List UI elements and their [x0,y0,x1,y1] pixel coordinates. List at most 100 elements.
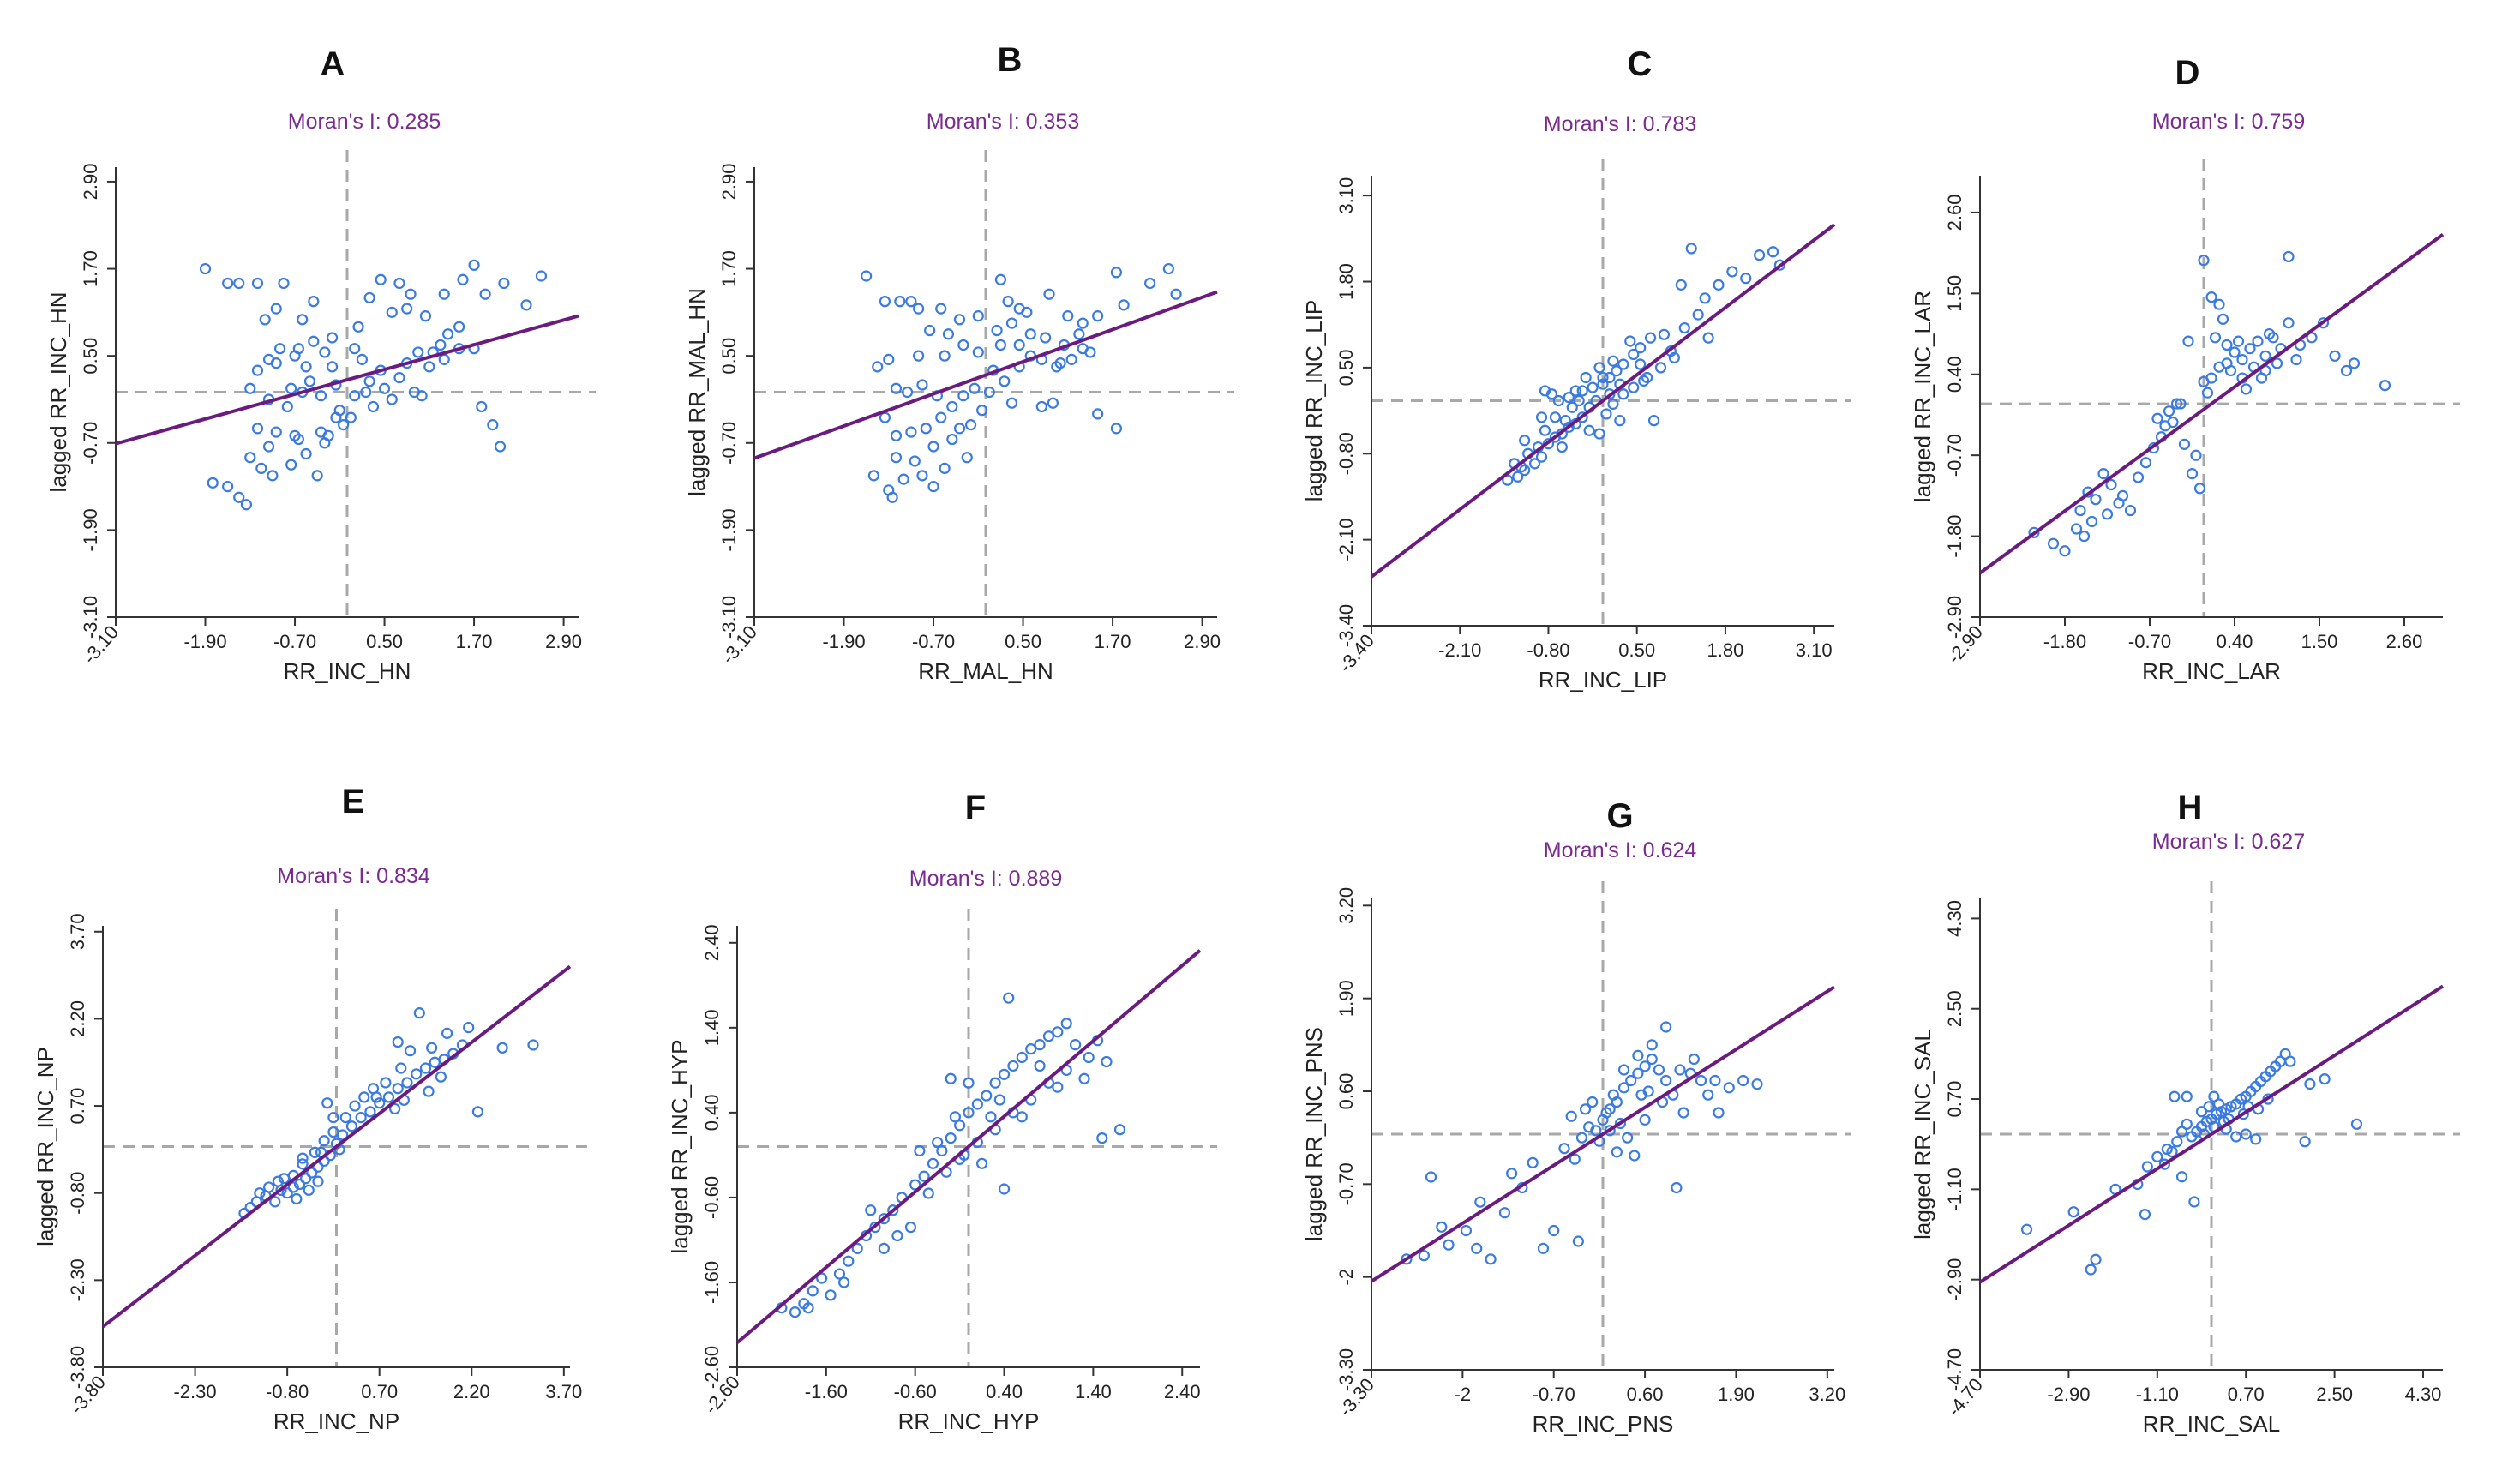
scatter-point [985,1111,997,1123]
scatter-point [927,1157,939,1169]
scatter-point [993,1094,1005,1106]
scatter-point [408,386,420,399]
scatter-point [326,332,339,344]
y-tick-label: -0.70 [1944,434,1965,477]
scatter-point [994,339,1007,351]
scatter-point [263,1181,275,1193]
scatter-point [843,1255,855,1267]
scatter-point [297,1152,309,1164]
scatter-point [879,296,891,308]
scatter-point [1583,424,1595,436]
chart-title: Moran's I: 0.627 [2152,830,2305,854]
scatter-point [918,1170,930,1182]
scatter-point [904,1221,917,1234]
scatter-point [352,321,364,333]
regression-line [115,314,579,446]
panel-b: B Moran's I: 0.353 -3.10 -1.90 -0.70 0.50 1.70… [684,41,1234,684]
scatter-point [1617,388,1629,400]
scatter-point [435,1071,447,1083]
scatter-point [1632,1067,1644,1079]
scatter-point [905,296,917,308]
scatter-point [292,433,304,446]
scatter-point [916,379,928,391]
y-axis-label: lagged RR_INC_LIP [1301,300,1327,502]
y-axis-label: lagged RR_MAL_HN [684,288,710,496]
scatter-point [1506,1168,1518,1180]
scatter-point [2139,457,2152,469]
scatter-point [1519,464,1531,477]
scatter-point [1498,1207,1511,1219]
scatter-point [386,306,398,318]
scatter-point [303,1184,315,1196]
scatter-point [1034,1039,1046,1051]
scatter-point [2229,346,2241,358]
y-tick-label: 0.40 [701,1094,723,1131]
scatter-point [1702,1089,1714,1101]
scatter-point [825,1289,837,1301]
scatter-point [1646,1039,1658,1051]
y-tick-label: 2.90 [80,164,101,201]
scatter-point [1535,411,1548,423]
x-tick-label: 3.70 [545,1381,582,1402]
y-tick-label: 0.50 [80,338,101,375]
scatter-point [2304,1078,2316,1090]
scatter-point [2175,1126,2188,1138]
scatter-point [327,1126,339,1138]
scatter-point [244,382,256,394]
chart-title: Moran's I: 0.889 [909,867,1062,891]
scatter-point [374,1097,386,1109]
scatter-point [957,390,969,402]
scatter-point [281,1187,293,1199]
panel-g: G Moran's I: 0.624 -3.30 -2 -0.70 0.60 1.90 3.2… [1301,797,1851,1437]
scatter-point [471,1106,484,1118]
scatter-point [872,361,884,373]
chart-title: Moran's I: 0.353 [927,110,1079,134]
x-tick-label: -1.10 [2136,1384,2179,1405]
scatter-point [319,346,331,358]
scatter-point [1537,1242,1550,1254]
scatter-point [269,1196,281,1208]
scatter-point [270,426,282,438]
scatter-point [1660,1021,1672,1033]
scatter-point [994,273,1007,285]
scatter-point [1646,1053,1658,1066]
scatter-point [251,423,264,435]
scatter-point [435,339,447,351]
scatter-point [878,1242,890,1254]
y-tick-label: -0.80 [67,1172,88,1215]
scatter-point [378,382,391,394]
scatter-point [300,361,312,373]
scatter-point [267,470,279,482]
scatter-point [222,480,234,493]
scatter-point [1566,401,1578,413]
y-tick-label: -1.10 [1944,1168,1965,1210]
scatter-point [920,423,932,435]
scatter-point [274,343,286,355]
x-tick-label: 1.50 [2301,631,2338,652]
scatter-point [1678,321,1690,334]
scatter-point [423,361,435,373]
scatter-point [2151,412,2163,424]
scatter-point [281,400,293,413]
y-tick-label: -1.80 [1944,515,1965,558]
scatter-point [1062,309,1074,322]
scatter-point [1512,471,1524,483]
scatter-point [1443,1239,1455,1251]
scatter-point [1083,1051,1095,1064]
x-axis-label: RR_INC_LAR [2142,658,2281,684]
scatter-point [255,462,267,475]
scatter-point [2101,508,2114,520]
scatter-point [1624,335,1636,347]
scatter-point [946,433,958,446]
scatter-point [259,314,271,326]
scatter-point [1460,1224,1473,1237]
scatter-point [897,473,909,485]
x-axis-label: RR_INC_NP [273,1408,399,1434]
scatter-point [1092,309,1104,322]
scatter-point [2175,1171,2188,1183]
scatter-point [914,1144,926,1157]
scatter-point [816,1272,828,1284]
y-axis-label: lagged RR_INC_PNS [1301,1027,1327,1241]
scatter-point [308,296,320,308]
scatter-point [1025,1043,1037,1055]
